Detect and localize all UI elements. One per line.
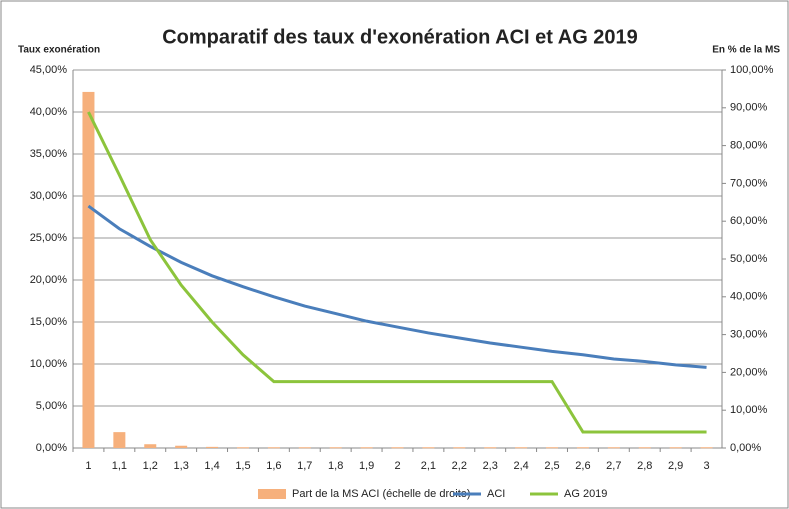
x-tick-label: 1,1 — [112, 460, 127, 472]
bar — [144, 444, 157, 448]
y-tick-label: 15,00% — [30, 316, 68, 328]
x-tick-label: 2,9 — [668, 460, 683, 472]
y2-tick-label: 100,00% — [730, 64, 774, 76]
y2-tick-label: 40,00% — [730, 291, 768, 303]
bar — [422, 447, 435, 449]
y-tick-label: 35,00% — [30, 148, 68, 160]
y-tick-label: 25,00% — [30, 232, 68, 244]
bar — [206, 446, 219, 448]
legend-label: Part de la MS ACI (échelle de droite) — [292, 488, 471, 500]
bar — [515, 447, 528, 449]
x-tick-label: 2,3 — [483, 460, 498, 472]
y-tick-label: 5,00% — [36, 400, 67, 412]
x-tick-label: 1,9 — [359, 460, 374, 472]
y-tick-label: 0,00% — [36, 442, 67, 454]
y-axis-title: Taux exonération — [18, 45, 100, 56]
bar — [236, 447, 249, 449]
bar — [113, 432, 126, 448]
bar — [453, 447, 466, 449]
bar — [175, 445, 188, 448]
x-tick-label: 2,5 — [544, 460, 559, 472]
x-tick-label: 1,5 — [235, 460, 250, 472]
y2-tick-label: 0,00% — [730, 442, 761, 454]
bar — [607, 447, 620, 449]
y2-tick-label: 60,00% — [730, 215, 768, 227]
x-tick-label: 1 — [85, 460, 91, 472]
legend-swatch — [258, 489, 286, 499]
x-tick-label: 1,8 — [328, 460, 343, 472]
y-tick-label: 10,00% — [30, 358, 68, 370]
x-tick-label: 1,6 — [266, 460, 281, 472]
x-tick-label: 1,4 — [204, 460, 219, 472]
legend-label: ACI — [487, 488, 505, 500]
bar — [360, 447, 373, 449]
x-tick-label: 2,7 — [606, 460, 621, 472]
x-tick-label: 2,6 — [575, 460, 590, 472]
y2-tick-label: 80,00% — [730, 140, 768, 152]
bar — [298, 447, 311, 449]
y-tick-label: 20,00% — [30, 274, 68, 286]
x-tick-label: 2 — [394, 460, 400, 472]
bar — [267, 447, 280, 449]
y2-tick-label: 20,00% — [730, 366, 768, 378]
x-tick-label: 1,3 — [174, 460, 189, 472]
y2-tick-label: 30,00% — [730, 329, 768, 341]
y2-tick-label: 10,00% — [730, 404, 768, 416]
bar — [391, 447, 404, 449]
y2-tick-label: 90,00% — [730, 102, 768, 114]
bar — [669, 447, 682, 449]
bar — [82, 91, 95, 448]
bar — [576, 447, 589, 449]
y2-axis-title: En % de la MS — [712, 45, 780, 56]
x-tick-label: 2,4 — [513, 460, 528, 472]
x-tick-label: 2,2 — [452, 460, 467, 472]
y-tick-label: 30,00% — [30, 190, 68, 202]
bar — [329, 447, 342, 449]
y2-tick-label: 70,00% — [730, 177, 768, 189]
x-tick-label: 2,8 — [637, 460, 652, 472]
x-tick-label: 1,7 — [297, 460, 312, 472]
y2-tick-label: 50,00% — [730, 253, 768, 265]
y-tick-label: 40,00% — [30, 106, 68, 118]
x-tick-label: 1,2 — [143, 460, 158, 472]
legend-label: AG 2019 — [564, 488, 607, 500]
line-series — [87, 111, 707, 434]
y-tick-label: 45,00% — [30, 64, 68, 76]
bar — [700, 447, 713, 449]
bar — [546, 447, 559, 449]
bar — [484, 447, 497, 449]
bar — [638, 447, 651, 449]
chart-title: Comparatif des taux d'exonération ACI et… — [162, 26, 638, 48]
x-tick-label: 3 — [703, 460, 709, 472]
line-series — [87, 204, 707, 369]
x-tick-label: 2,1 — [421, 460, 436, 472]
